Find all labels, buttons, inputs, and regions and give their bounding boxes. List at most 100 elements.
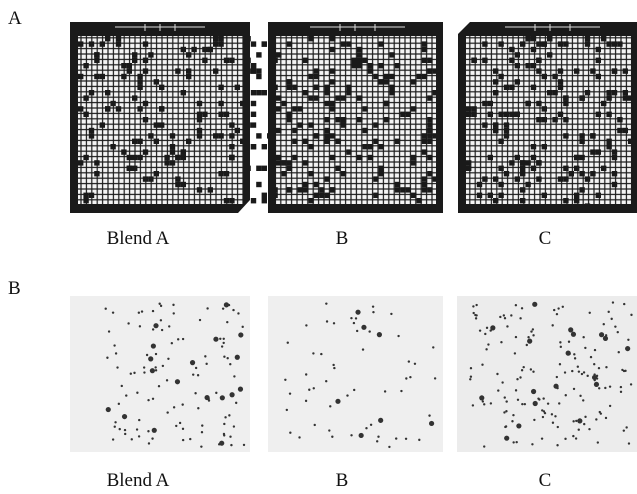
spot — [499, 316, 501, 318]
spot — [584, 347, 586, 349]
spot — [368, 330, 370, 332]
spot — [416, 74, 421, 79]
spot — [531, 155, 536, 160]
spot — [594, 349, 596, 351]
spot — [552, 117, 557, 122]
spot — [154, 79, 159, 84]
spot — [287, 85, 292, 90]
spot — [630, 383, 632, 385]
spot — [208, 47, 213, 52]
spot — [352, 63, 357, 68]
spot — [516, 378, 518, 380]
spot — [422, 182, 427, 187]
spot — [596, 47, 601, 52]
spot — [552, 422, 554, 424]
spot — [155, 369, 157, 371]
spot — [498, 182, 503, 187]
spot — [325, 133, 330, 138]
spot — [166, 411, 168, 413]
spot — [504, 396, 506, 398]
spot — [514, 352, 516, 354]
spot — [361, 325, 366, 330]
spot — [181, 403, 183, 405]
spot — [235, 85, 240, 90]
spot — [173, 312, 175, 314]
spot — [406, 187, 411, 192]
spot — [224, 58, 229, 63]
spot — [471, 106, 476, 111]
spot — [628, 442, 630, 444]
spot — [256, 90, 261, 95]
spot — [579, 171, 584, 176]
spot — [556, 313, 558, 315]
spot — [199, 319, 201, 321]
spot — [281, 101, 286, 106]
spot — [133, 372, 135, 374]
spot — [422, 41, 427, 46]
spot — [536, 117, 541, 122]
spot — [137, 139, 142, 144]
spot — [573, 388, 575, 390]
spot — [181, 155, 186, 160]
spot — [335, 139, 340, 144]
spot — [108, 330, 110, 332]
spot — [329, 405, 331, 407]
spot — [515, 155, 520, 160]
spot — [482, 101, 487, 106]
spot — [224, 198, 229, 203]
spot — [531, 36, 536, 41]
spot — [182, 338, 184, 340]
spot — [256, 182, 261, 187]
spot — [147, 430, 149, 432]
spot — [574, 68, 579, 73]
spot — [432, 346, 434, 348]
spot — [563, 117, 568, 122]
spot — [574, 155, 579, 160]
spot — [341, 95, 346, 100]
spot — [289, 432, 291, 434]
spot — [379, 144, 384, 149]
spot — [603, 323, 605, 325]
spot — [623, 68, 628, 73]
spot — [245, 58, 250, 63]
spot — [526, 344, 528, 346]
spot — [384, 390, 386, 392]
spot — [605, 366, 607, 368]
spot — [78, 74, 83, 79]
spot — [477, 182, 482, 187]
spot — [330, 106, 335, 111]
spot — [284, 379, 286, 381]
spot — [422, 47, 427, 52]
spot — [498, 41, 503, 46]
spot — [262, 193, 267, 198]
spot — [379, 166, 384, 171]
spot — [362, 106, 367, 111]
spot — [148, 356, 153, 361]
spot — [262, 90, 267, 95]
spot — [533, 401, 538, 406]
spot — [500, 341, 502, 343]
spot — [488, 155, 493, 160]
spot — [505, 400, 507, 402]
spot — [525, 36, 530, 41]
spot — [563, 166, 568, 171]
spot — [127, 166, 132, 171]
spot — [496, 373, 498, 375]
spot — [542, 117, 547, 122]
spot — [466, 166, 471, 171]
spot — [167, 358, 169, 360]
spot — [497, 389, 499, 391]
spot — [287, 112, 292, 117]
spot — [116, 36, 121, 41]
spot — [267, 133, 272, 138]
spot — [590, 68, 595, 73]
spot — [175, 155, 180, 160]
spot — [137, 85, 142, 90]
spot — [482, 176, 487, 181]
spot — [409, 376, 411, 378]
spot — [319, 187, 324, 192]
spot — [388, 446, 390, 448]
spot — [617, 41, 622, 46]
spot — [498, 74, 503, 79]
spot — [542, 193, 547, 198]
